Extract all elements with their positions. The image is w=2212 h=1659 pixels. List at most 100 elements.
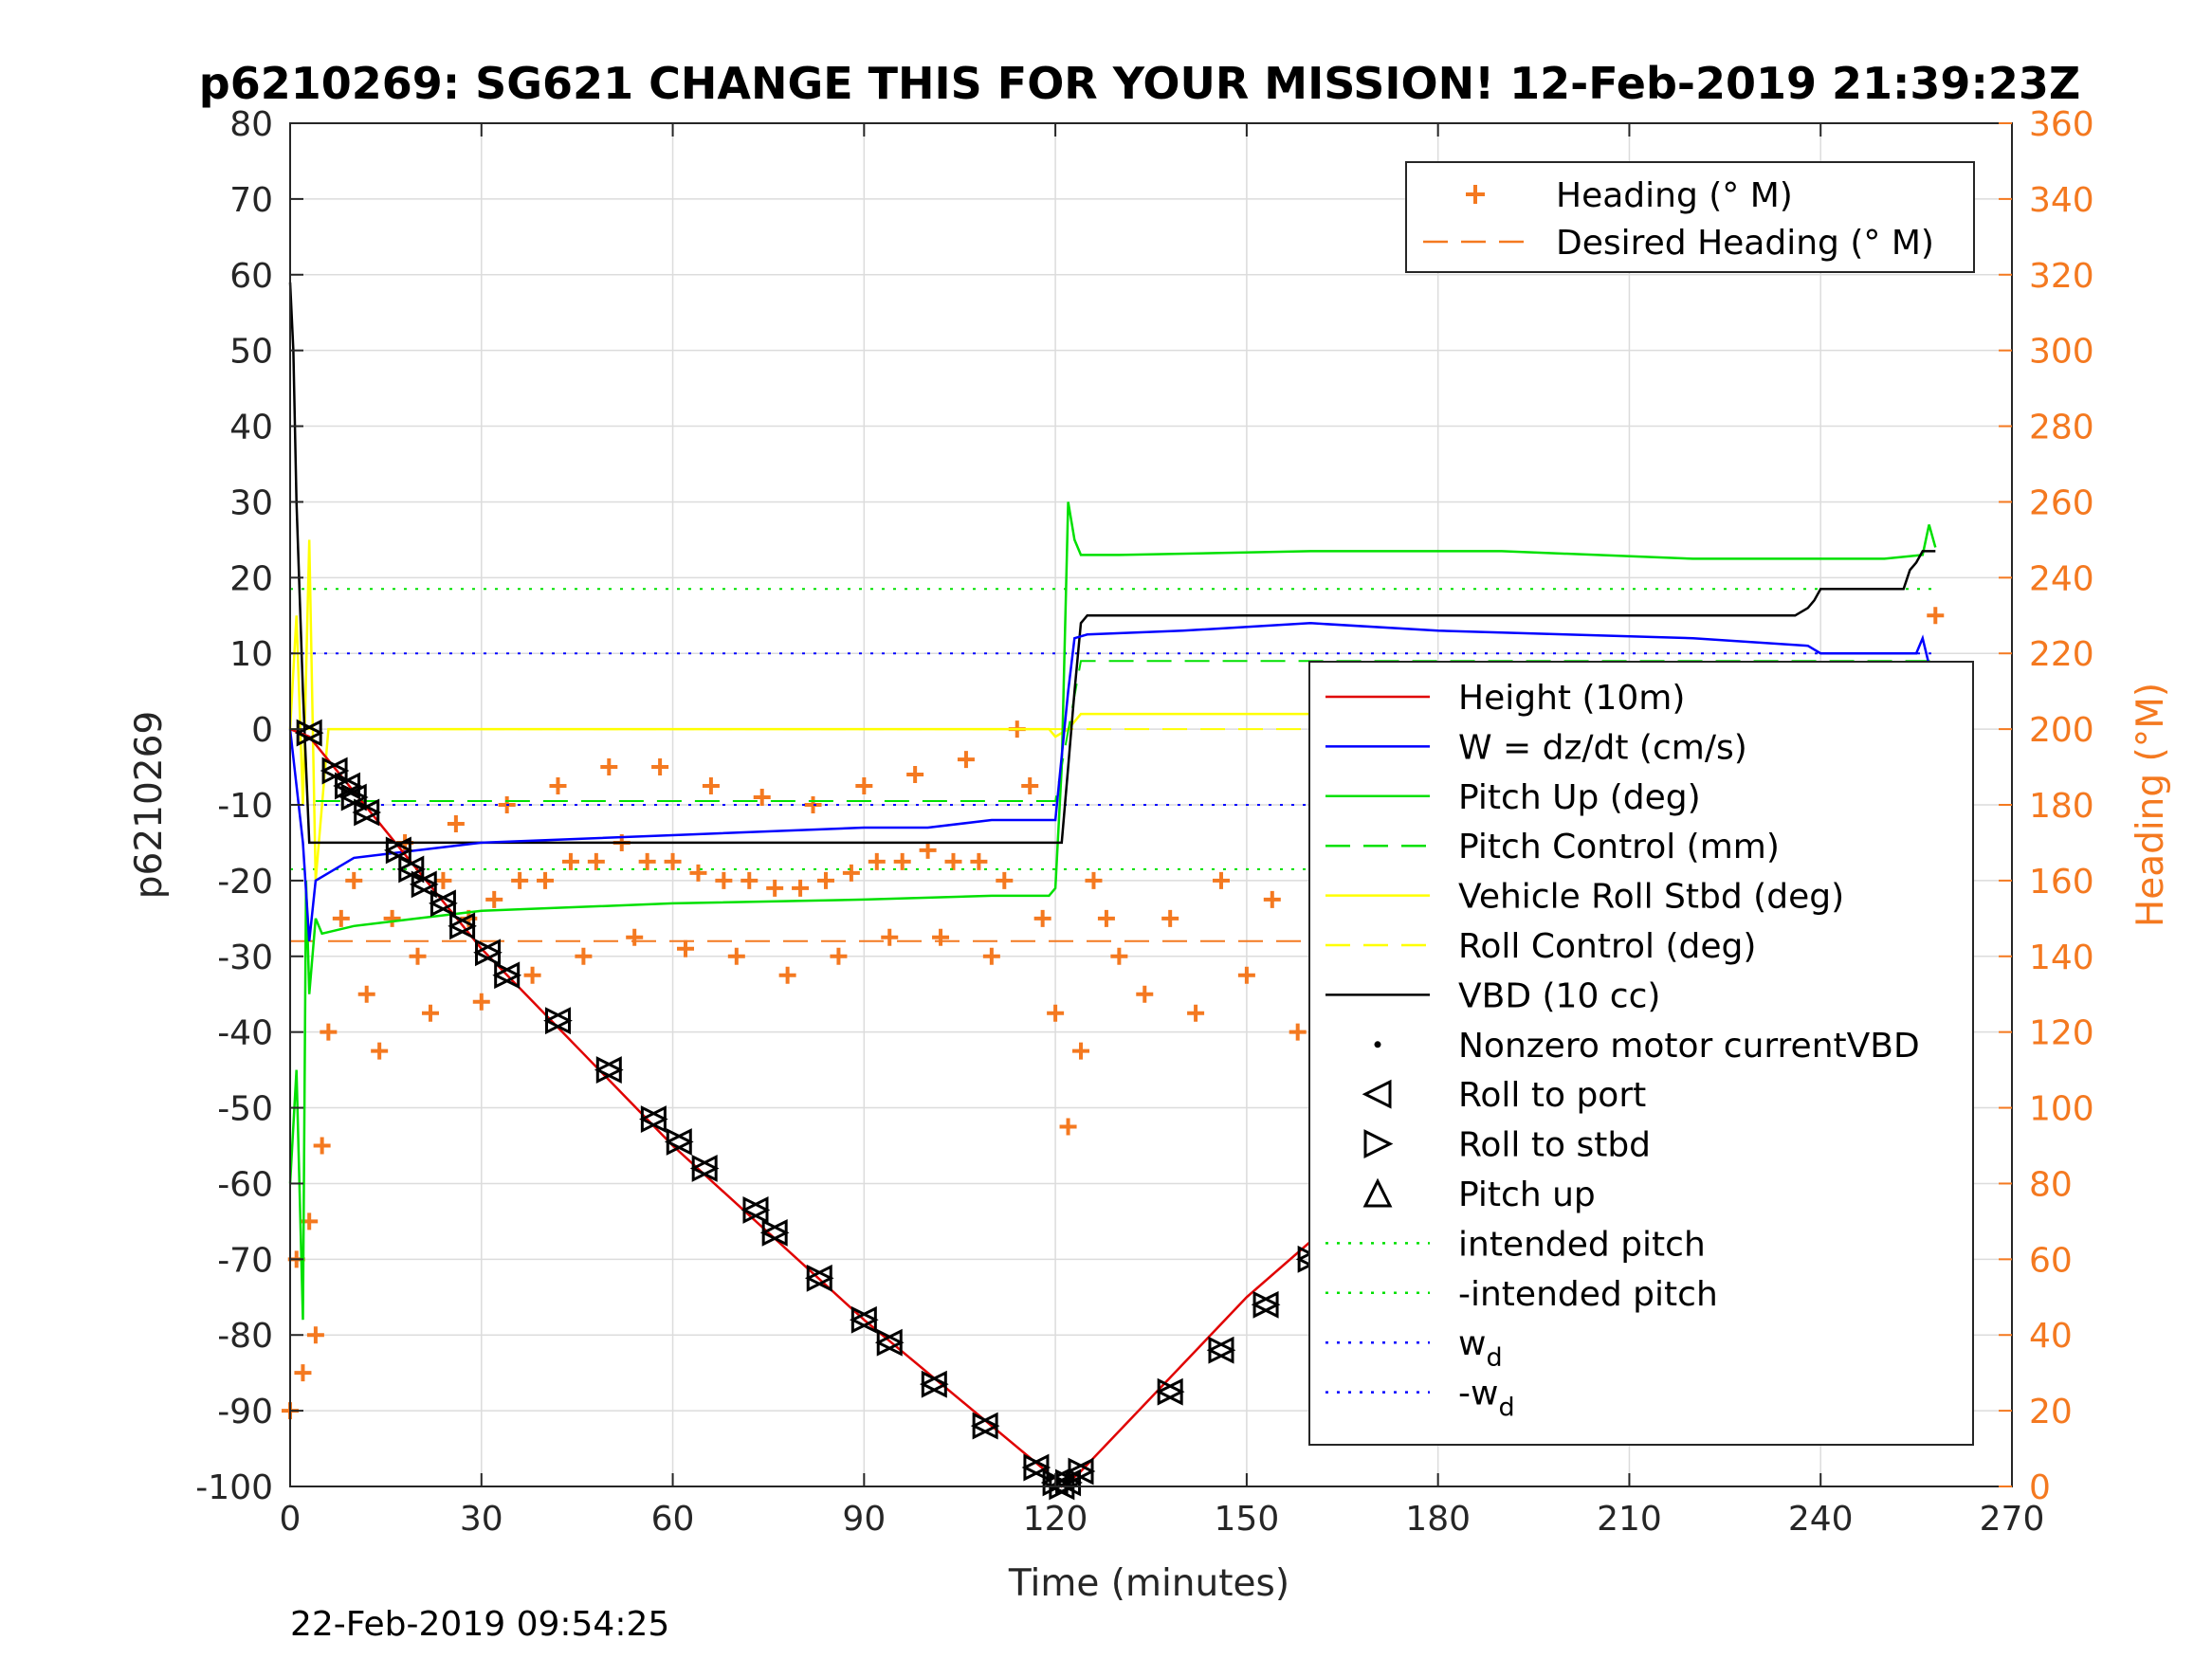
y2-tick-label: 100	[2029, 1090, 2094, 1129]
heading-point	[600, 758, 618, 776]
roll-to-stbd-marker	[1252, 1290, 1281, 1319]
heading-point	[575, 947, 593, 965]
legend-subscript: d	[1498, 1394, 1514, 1423]
legend-main: Height (10m) W = dz/dt (cm/s) Pitch Up (de…	[1308, 661, 1974, 1446]
heading-point	[1136, 985, 1154, 1003]
roll-to-stbd-marker	[761, 1218, 790, 1247]
y2-tick-label: 340	[2029, 181, 2094, 220]
timestamp: 22-Feb-2019 09:54:25	[290, 1605, 669, 1644]
roll-to-stbd-marker	[354, 798, 382, 827]
y2-tick-label: 80	[2029, 1165, 2073, 1204]
heading-point	[332, 909, 350, 927]
roll-to-stbd-marker	[850, 1305, 879, 1334]
heading-point	[294, 1364, 312, 1382]
legend-entry: Pitch up	[1458, 1176, 1596, 1214]
y-tick-label: 70	[229, 181, 273, 220]
heading-point	[664, 852, 682, 870]
heading-point	[638, 852, 656, 870]
heading-point	[409, 947, 427, 965]
legend-swatch-plus	[1466, 185, 1485, 204]
heading-point	[371, 1042, 389, 1060]
heading-point	[320, 1023, 338, 1041]
legend-heading-box	[1405, 161, 1975, 273]
y-axis-label: p6210269	[128, 711, 171, 899]
legend-entry: Desired Heading (° M)	[1556, 224, 1934, 263]
heading-point	[357, 985, 375, 1003]
heading-point	[434, 871, 452, 889]
roll-to-stbd-marker	[972, 1412, 1000, 1440]
heading-point	[383, 909, 401, 927]
y2-tick-label: 320	[2029, 257, 2094, 296]
roll-to-stbd-marker	[1068, 1457, 1096, 1486]
y-tick-label: -90	[217, 1393, 273, 1431]
y-tick-label: -80	[217, 1317, 273, 1356]
roll-to-stbd-marker	[1208, 1336, 1236, 1364]
legend-entry: -intended pitch	[1458, 1275, 1718, 1314]
roll-to-stbd-marker	[494, 961, 522, 990]
y-tick-label: 10	[229, 635, 273, 674]
x-tick-label: 30	[460, 1500, 503, 1539]
y2-tick-label: 20	[2029, 1393, 2073, 1431]
y2-tick-label: 220	[2029, 635, 2094, 674]
y2-tick-label: 120	[2029, 1014, 2094, 1053]
roll-to-stbd-marker	[666, 1128, 694, 1156]
x-tick-label: 210	[1597, 1500, 1662, 1539]
heading-point	[306, 1326, 324, 1344]
y-tick-label: -30	[217, 939, 273, 977]
heading-point	[932, 928, 950, 946]
roll-to-stbd-marker	[876, 1328, 905, 1357]
heading-point	[651, 758, 669, 776]
y-tick-label: -100	[195, 1468, 273, 1507]
heading-point	[523, 966, 541, 984]
x-axis-label: Time (minutes)	[1008, 1562, 1289, 1605]
y2-tick-label: 40	[2029, 1317, 2073, 1356]
y2-axis-label: Heading (°M)	[2130, 683, 2172, 927]
heading-point	[677, 939, 695, 957]
roll-to-stbd-marker	[544, 1007, 573, 1035]
heading-point	[766, 879, 784, 897]
heading-point	[957, 751, 975, 769]
y-tick-label: 20	[229, 559, 273, 598]
heading-point	[1047, 1004, 1065, 1022]
y-tick-label: -20	[217, 863, 273, 902]
heading-point	[511, 871, 529, 889]
heading-point	[816, 871, 834, 889]
y-tick-label: -40	[217, 1014, 273, 1053]
heading-point	[1072, 1042, 1090, 1060]
heading-point	[447, 814, 465, 832]
heading-point	[1021, 777, 1039, 795]
roll-to-stbd-marker	[640, 1105, 668, 1133]
heading-point	[1289, 1023, 1307, 1041]
y-tick-label: -70	[217, 1241, 273, 1280]
heading-point	[944, 852, 962, 870]
x-tick-label: 60	[651, 1500, 695, 1539]
y2-tick-label: 300	[2029, 333, 2094, 372]
roll-to-stbd-marker	[742, 1195, 771, 1224]
y2-tick-label: 60	[2029, 1241, 2073, 1280]
roll-to-stbd-marker	[411, 870, 439, 899]
legend-entry: Vehicle Roll Stbd (deg)	[1458, 878, 1844, 917]
heading-point	[1161, 909, 1179, 927]
heading-point	[1263, 890, 1281, 908]
heading-point	[715, 871, 733, 889]
heading-point	[587, 852, 605, 870]
heading-point	[855, 777, 873, 795]
heading-point	[919, 841, 937, 859]
legend-entry: Roll to port	[1458, 1076, 1646, 1115]
y2-axis-ticks: 3603403203002802602402202001801601401201…	[1999, 105, 2094, 1507]
heading-point	[868, 852, 886, 870]
roll-to-stbd-marker	[1023, 1453, 1051, 1482]
y2-tick-label: 280	[2029, 409, 2094, 447]
x-tick-label: 120	[1023, 1500, 1088, 1539]
heading-point	[792, 879, 810, 897]
x-tick-label: 180	[1405, 1500, 1471, 1539]
legend-main-box	[1308, 661, 1974, 1446]
heading-point	[1059, 1118, 1077, 1136]
x-tick-label: 0	[280, 1500, 302, 1539]
series-vehicle-roll-stbd-deg	[288, 539, 1936, 882]
heading-point	[549, 777, 567, 795]
heading-point	[561, 852, 579, 870]
heading-point	[313, 1137, 331, 1155]
heading-point	[970, 852, 988, 870]
